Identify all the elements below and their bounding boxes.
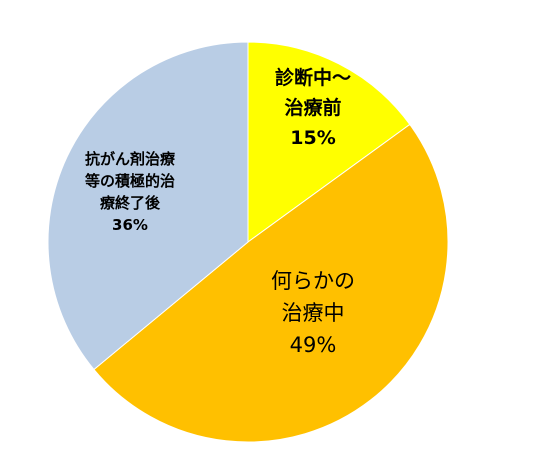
- label-line: 治療前: [284, 96, 341, 119]
- value-label: 36%: [112, 216, 148, 234]
- label-line: 等の積極的治: [85, 172, 175, 190]
- value-label: 15%: [290, 127, 335, 149]
- label-line: 何らかの: [271, 269, 355, 293]
- slice-label: 診断中～ 治療前: [275, 66, 351, 119]
- pie-slice: [247, 41, 411, 243]
- label-line: 療終了後: [100, 194, 161, 212]
- pie-slice: [47, 41, 249, 371]
- slice-label: 抗がん剤治療等の積極的治療終了後: [85, 150, 176, 212]
- label-line: 抗がん剤治療: [85, 150, 176, 168]
- value-label: 49%: [290, 333, 337, 357]
- label-line: 診断中～: [275, 66, 351, 89]
- slice-label: 何らかの治療中: [271, 269, 355, 325]
- label-line: 治療中: [282, 301, 345, 325]
- pie-slice: [93, 123, 449, 443]
